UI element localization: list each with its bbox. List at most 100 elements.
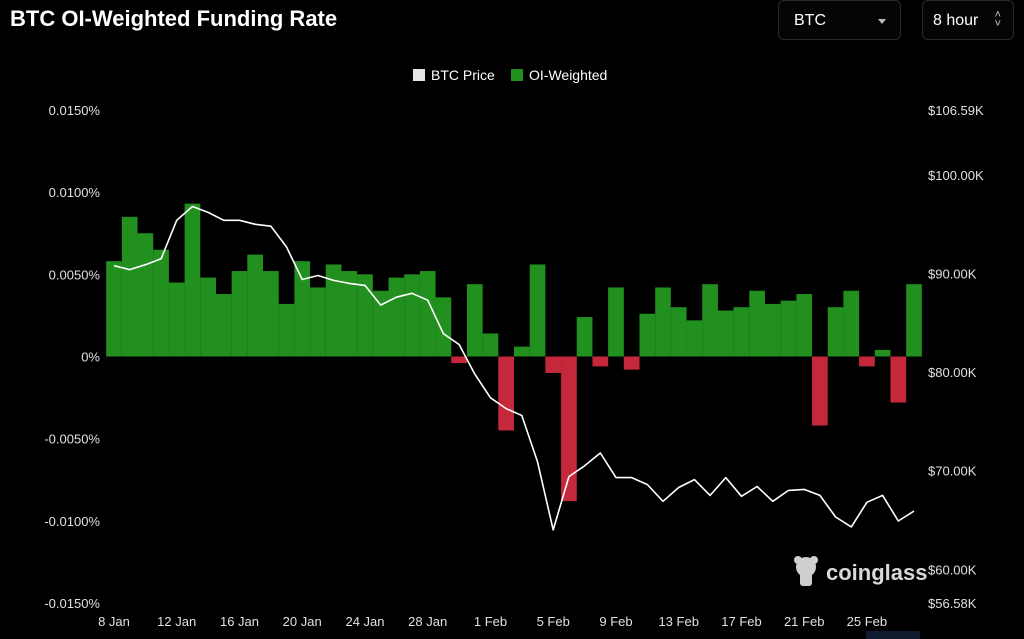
coin-select-value: BTC — [794, 12, 826, 29]
funding-bar — [702, 284, 718, 357]
funding-bar — [247, 254, 264, 357]
funding-bar — [623, 356, 640, 370]
funding-bar — [498, 356, 514, 431]
funding-bar — [780, 300, 797, 357]
x-axis-tick-label: 9 Feb — [599, 614, 632, 629]
legend-swatch-btc-price — [413, 69, 425, 81]
funding-bar — [106, 261, 122, 357]
right-axis-tick-label: $80.00K — [928, 365, 977, 380]
x-axis-tick-label: 8 Jan — [98, 614, 130, 629]
funding-bar — [686, 320, 703, 357]
interval-select[interactable]: 8 hour ˄ ˅ — [922, 0, 1014, 40]
left-axis: 0.0150% 0.0100% 0.0050% 0% -0.0050% -0.0100% -… — [44, 103, 100, 611]
coinglass-logo-icon — [794, 556, 818, 586]
page-title: BTC OI-Weighted Funding Rate — [10, 6, 338, 31]
right-axis-tick-label: $100.00K — [928, 168, 984, 183]
funding-bar — [843, 290, 860, 357]
left-axis-tick-label: -0.0100% — [44, 514, 100, 529]
price-line-layer — [113, 205, 915, 531]
legend-swatch-oi-weighted — [511, 69, 523, 81]
funding-bar — [153, 249, 169, 357]
legend[interactable]: BTC Price OI-Weighted — [413, 67, 607, 83]
x-axis-tick-label: 20 Jan — [283, 614, 322, 629]
left-axis-tick-label: 0.0150% — [49, 103, 101, 118]
left-axis-tick-label: -0.0050% — [44, 432, 100, 447]
x-axis-tick-label: 28 Jan — [408, 614, 447, 629]
funding-bar — [764, 303, 781, 357]
funding-bar — [278, 303, 295, 357]
funding-area-layer — [106, 203, 922, 502]
interval-select-value: 8 hour — [933, 12, 979, 29]
funding-bar — [404, 274, 420, 357]
funding-bar — [310, 287, 326, 357]
funding-bar — [890, 356, 907, 403]
up-down-arrows-icon: ˄ ˅ — [994, 9, 1001, 30]
left-axis-tick-label: -0.0150% — [44, 596, 100, 611]
funding-bar — [231, 271, 248, 357]
funding-bar — [749, 290, 765, 357]
x-axis-tick-label: 16 Jan — [220, 614, 259, 629]
funding-bar — [137, 233, 154, 357]
funding-bar — [215, 294, 232, 357]
funding-bar — [184, 203, 201, 357]
funding-bar — [592, 356, 609, 367]
legend-label-oi-weighted: OI-Weighted — [529, 67, 607, 83]
watermark-text: coinglass — [826, 560, 927, 585]
funding-bar — [670, 307, 687, 357]
funding-bar — [717, 310, 734, 357]
right-axis: $106.59K $100.00K $90.00K $80.00K $70.00K $60… — [928, 103, 984, 611]
right-axis-tick-label: $106.59K — [928, 103, 984, 118]
funding-bar — [121, 216, 138, 357]
btc-price-line — [113, 205, 915, 531]
x-axis-tick-label: 24 Jan — [345, 614, 384, 629]
x-axis-tick-label: 13 Feb — [658, 614, 698, 629]
funding-bar — [608, 287, 624, 357]
left-axis-tick-label: 0% — [81, 350, 100, 365]
chevron-down-icon — [878, 19, 886, 24]
funding-bar — [263, 271, 279, 357]
funding-bar — [812, 356, 828, 426]
funding-bar — [796, 294, 813, 357]
right-axis-tick-label: $56.58K — [928, 596, 977, 611]
funding-bar — [514, 346, 530, 357]
coin-select[interactable]: BTC — [778, 0, 901, 40]
legend-label-btc-price: BTC Price — [431, 67, 495, 83]
funding-bar — [357, 274, 373, 357]
funding-bar — [655, 287, 671, 357]
funding-bar — [545, 356, 562, 373]
funding-bar — [200, 277, 216, 357]
right-axis-tick-label: $90.00K — [928, 267, 977, 282]
funding-bar — [906, 284, 922, 357]
funding-bar — [529, 264, 546, 357]
funding-bar — [388, 277, 405, 357]
x-axis: 8 Jan 12 Jan 16 Jan 20 Jan 24 Jan 28 Jan 1 Feb… — [98, 614, 887, 629]
funding-bar — [466, 284, 483, 357]
funding-bar — [168, 282, 185, 357]
x-axis-tick-label: 5 Feb — [537, 614, 570, 629]
x-axis-tick-label: 17 Feb — [721, 614, 761, 629]
funding-bar — [639, 313, 656, 357]
funding-bar — [419, 271, 436, 357]
funding-bar — [874, 349, 891, 357]
left-axis-tick-label: 0.0100% — [49, 185, 101, 200]
funding-bar — [294, 261, 311, 357]
scrollbar-handle[interactable] — [866, 631, 920, 639]
funding-bar — [372, 290, 389, 357]
funding-bar — [341, 271, 358, 357]
x-axis-tick-label: 12 Jan — [157, 614, 196, 629]
coinglass-watermark: coinglass — [794, 556, 927, 586]
x-axis-tick-label: 1 Feb — [474, 614, 507, 629]
funding-bar — [733, 307, 750, 357]
funding-bar — [435, 297, 452, 357]
x-axis-tick-label: 25 Feb — [847, 614, 887, 629]
right-axis-tick-label: $60.00K — [928, 562, 977, 577]
funding-bar — [576, 317, 593, 357]
funding-bar — [325, 264, 342, 357]
x-axis-tick-label: 21 Feb — [784, 614, 824, 629]
funding-bar — [827, 307, 844, 357]
funding-bar — [482, 333, 499, 357]
funding-bar — [561, 356, 577, 502]
funding-bar — [859, 356, 875, 367]
right-axis-tick-label: $70.00K — [928, 464, 977, 479]
